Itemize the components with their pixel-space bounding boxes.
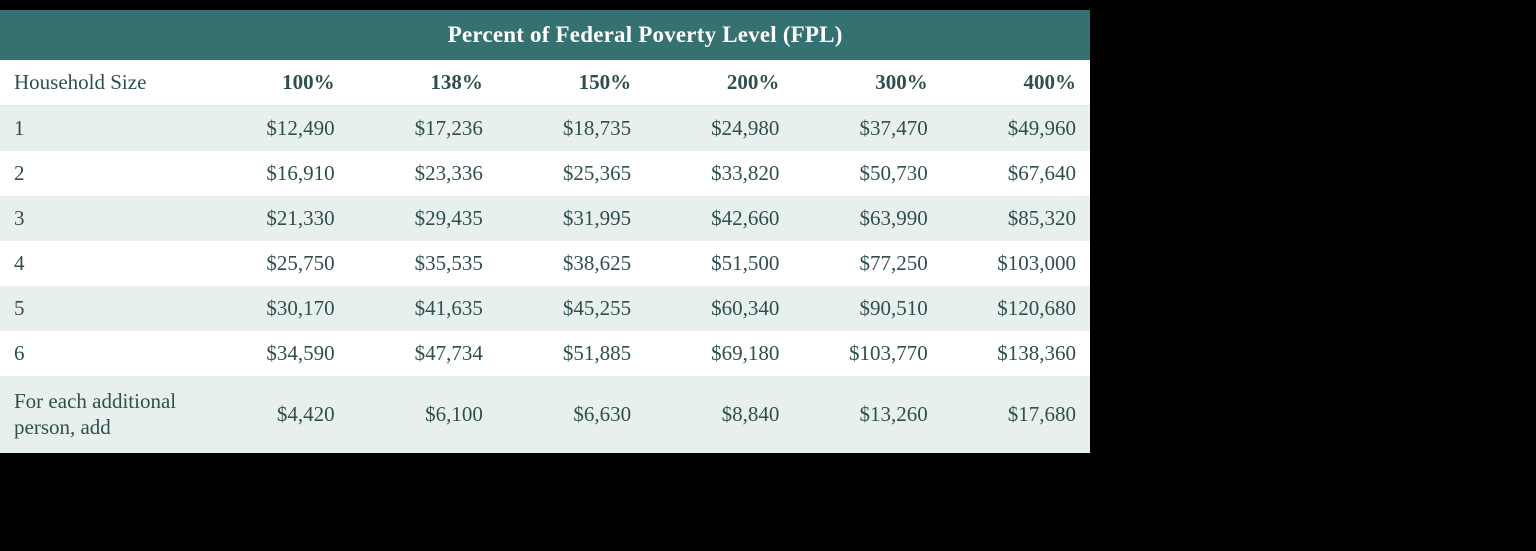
- cell: $41,635: [349, 286, 497, 331]
- cell: $25,365: [497, 151, 645, 196]
- cell: $49,960: [942, 106, 1090, 152]
- row-label: 5: [0, 286, 200, 331]
- fpl-table: Percent of Federal Poverty Level (FPL) H…: [0, 10, 1090, 453]
- cell: $21,330: [200, 196, 348, 241]
- cell: $13,260: [793, 376, 941, 453]
- table-row: 4 $25,750 $35,535 $38,625 $51,500 $77,25…: [0, 241, 1090, 286]
- cell: $67,640: [942, 151, 1090, 196]
- cell: $103,000: [942, 241, 1090, 286]
- row-label: For each additional person, add: [0, 376, 200, 453]
- cell: $30,170: [200, 286, 348, 331]
- row-label: 1: [0, 106, 200, 152]
- cell: $47,734: [349, 331, 497, 376]
- cell: $33,820: [645, 151, 793, 196]
- col-header-4: 300%: [793, 60, 941, 106]
- cell: $4,420: [200, 376, 348, 453]
- table-row: 1 $12,490 $17,236 $18,735 $24,980 $37,47…: [0, 106, 1090, 152]
- table-row: 2 $16,910 $23,336 $25,365 $33,820 $50,73…: [0, 151, 1090, 196]
- table-header-row: Household Size 100% 138% 150% 200% 300% …: [0, 60, 1090, 106]
- cell: $103,770: [793, 331, 941, 376]
- cell: $50,730: [793, 151, 941, 196]
- table-row-additional: For each additional person, add $4,420 $…: [0, 376, 1090, 453]
- cell: $38,625: [497, 241, 645, 286]
- cell: $29,435: [349, 196, 497, 241]
- cell: $85,320: [942, 196, 1090, 241]
- table-title: Percent of Federal Poverty Level (FPL): [200, 10, 1090, 60]
- cell: $42,660: [645, 196, 793, 241]
- table-title-spacer: [0, 10, 200, 60]
- cell: $90,510: [793, 286, 941, 331]
- cell: $60,340: [645, 286, 793, 331]
- row-label: 6: [0, 331, 200, 376]
- cell: $17,680: [942, 376, 1090, 453]
- cell: $6,100: [349, 376, 497, 453]
- cell: $77,250: [793, 241, 941, 286]
- table-row: 3 $21,330 $29,435 $31,995 $42,660 $63,99…: [0, 196, 1090, 241]
- cell: $51,500: [645, 241, 793, 286]
- col-header-3: 200%: [645, 60, 793, 106]
- cell: $31,995: [497, 196, 645, 241]
- cell: $63,990: [793, 196, 941, 241]
- cell: $18,735: [497, 106, 645, 152]
- fpl-table-container: Percent of Federal Poverty Level (FPL) H…: [0, 10, 1090, 453]
- row-header-label: Household Size: [0, 60, 200, 106]
- cell: $120,680: [942, 286, 1090, 331]
- row-label: 4: [0, 241, 200, 286]
- col-header-0: 100%: [200, 60, 348, 106]
- col-header-5: 400%: [942, 60, 1090, 106]
- cell: $12,490: [200, 106, 348, 152]
- cell: $25,750: [200, 241, 348, 286]
- cell: $17,236: [349, 106, 497, 152]
- table-row: 6 $34,590 $47,734 $51,885 $69,180 $103,7…: [0, 331, 1090, 376]
- cell: $34,590: [200, 331, 348, 376]
- cell: $16,910: [200, 151, 348, 196]
- table-title-row: Percent of Federal Poverty Level (FPL): [0, 10, 1090, 60]
- cell: $24,980: [645, 106, 793, 152]
- cell: $23,336: [349, 151, 497, 196]
- col-header-2: 150%: [497, 60, 645, 106]
- table-row: 5 $30,170 $41,635 $45,255 $60,340 $90,51…: [0, 286, 1090, 331]
- cell: $6,630: [497, 376, 645, 453]
- row-label: 2: [0, 151, 200, 196]
- row-label: 3: [0, 196, 200, 241]
- cell: $69,180: [645, 331, 793, 376]
- cell: $138,360: [942, 331, 1090, 376]
- col-header-1: 138%: [349, 60, 497, 106]
- cell: $8,840: [645, 376, 793, 453]
- cell: $35,535: [349, 241, 497, 286]
- cell: $51,885: [497, 331, 645, 376]
- cell: $37,470: [793, 106, 941, 152]
- cell: $45,255: [497, 286, 645, 331]
